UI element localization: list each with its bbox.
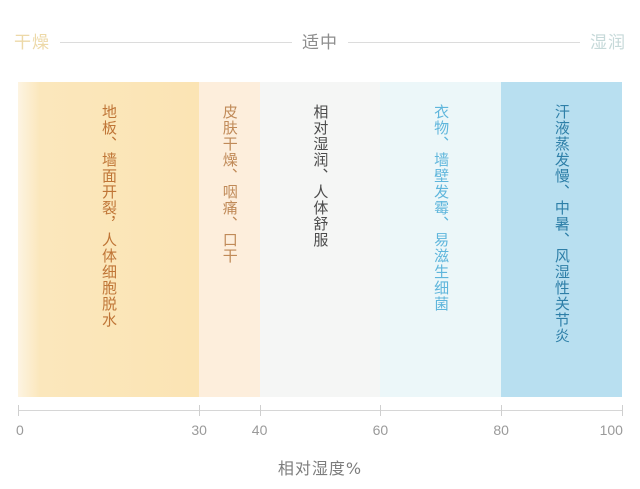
axis-tick-100 [622,405,623,416]
band-label-dry: 皮肤干燥、咽痛、口干 [220,104,239,264]
scale-label-dry: 干燥 [14,32,50,52]
band-comfortable: 相对湿润、人体舒服 [259,82,381,397]
x-axis: 0 30 40 60 80 100 [16,405,623,438]
band-label-very-dry: 地板、墙面开裂，人体细胞脱水 [99,104,118,328]
scale-divider-left [60,41,292,43]
band-very-humid: 汗液蒸发慢、中暑、风湿性关节炎 [501,82,622,397]
band-humid: 衣物、墙壁发霉、易滋生细菌 [380,82,502,397]
axis-tick-label-100: 100 [599,422,623,438]
axis-tick-label-80: 80 [493,422,509,438]
axis-tick-80 [501,405,503,416]
band-label-very-humid: 汗液蒸发慢、中暑、风湿性关节炎 [552,104,571,344]
axis-tick-40 [259,405,261,416]
scale-header: 干燥 适中 湿润 [14,28,626,56]
band-dry: 皮肤干燥、咽痛、口干 [199,82,260,397]
band-very-dry: 地板、墙面开裂，人体细胞脱水 [18,82,200,397]
axis-tick-label-0: 0 [16,422,24,438]
scale-label-moderate: 适中 [302,32,338,52]
x-axis-title: 相对湿度% [277,459,363,478]
axis-tick-60 [380,405,382,416]
band-label-humid: 衣物、墙壁发霉、易滋生细菌 [432,104,451,312]
axis-tick-label-40: 40 [251,422,268,438]
axis-tick-label-30: 30 [191,422,207,438]
axis-tick-label-60: 60 [372,422,389,438]
scale-divider-right [348,41,580,43]
scale-label-humid: 湿润 [590,32,626,52]
band-container: 地板、墙面开裂，人体细胞脱水 皮肤干燥、咽痛、口干 相对湿润、人体舒服 衣物、墙… [18,82,622,397]
axis-tick-0 [18,405,19,416]
band-label-comfortable: 相对湿润、人体舒服 [311,104,330,248]
axis-tick-30 [199,405,201,416]
